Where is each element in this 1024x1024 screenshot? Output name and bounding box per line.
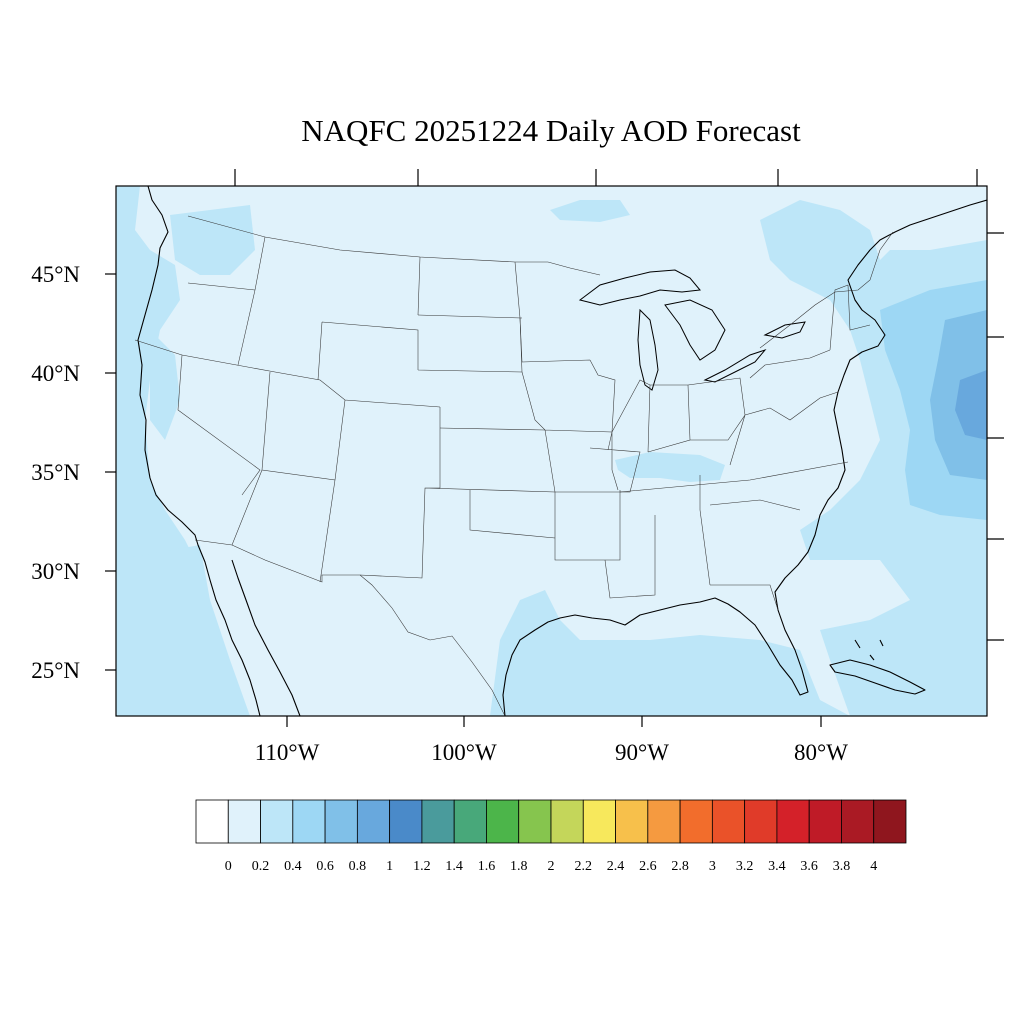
colorbar-swatch	[582, 799, 616, 844]
aod-region-canada-patch	[550, 200, 630, 222]
colorbar-label: 1.4	[445, 859, 463, 874]
colorbar-label: 2.2	[575, 859, 593, 874]
colorbar-label: 3.8	[833, 859, 851, 874]
colorbar-label: 3.4	[768, 859, 786, 874]
lake-superior	[578, 269, 701, 306]
aod-region-pacific-south	[116, 545, 250, 716]
colorbar-swatch	[518, 799, 552, 844]
coastline-baja-gulf	[231, 559, 301, 716]
coastlines	[137, 186, 987, 716]
colorbar-label: 0.8	[349, 859, 367, 874]
colorbar-swatch	[647, 799, 681, 844]
colorbar-label: 1.6	[478, 859, 496, 874]
lat-tick-label: 45°N	[31, 262, 80, 287]
colorbar-label: 0	[225, 859, 232, 874]
coastline-mexico-gulf	[502, 199, 987, 716]
state-lines-east	[604, 284, 871, 611]
colorbar-label: 3.2	[736, 859, 754, 874]
coastline-bahamas	[854, 639, 884, 661]
aod-region-pacific	[116, 186, 200, 610]
lon-tick-label: 90°W	[615, 740, 669, 765]
colorbar-swatch	[356, 799, 391, 844]
aod-region-northwest	[170, 205, 255, 275]
colorbar-swatch	[260, 799, 294, 844]
longitude-ticks: 110°W 100°W 90°W 80°W	[255, 716, 848, 765]
aod-region-california	[150, 330, 180, 440]
lat-tick-label: 30°N	[31, 559, 80, 584]
colorbar-swatch	[711, 799, 746, 844]
colorbar-label: 2	[548, 859, 555, 874]
colorbar-swatch	[227, 799, 261, 844]
colorbar-swatch	[195, 799, 229, 844]
colorbar-swatch	[841, 799, 875, 844]
colorbar: 0 0.2 0.4 0.6 0.8 1 1.2 1.4 1.6 1.8 2 2.2 2.4 2.6 2.8 3…	[195, 799, 907, 874]
aod-field	[116, 186, 987, 716]
canada-border-east	[759, 231, 894, 349]
mexico-border	[194, 539, 506, 716]
map-frame	[115, 185, 988, 717]
right-axis-ticks	[987, 232, 1004, 641]
colorbar-swatch	[615, 799, 649, 844]
aod-region-tennessee	[615, 452, 725, 482]
lon-tick-label: 80°W	[794, 740, 848, 765]
colorbar-swatch	[486, 799, 520, 844]
colorbar-swatch	[389, 799, 423, 844]
colorbar-label: 1.2	[413, 859, 431, 874]
coastline-cuba	[829, 659, 926, 695]
state-boundaries	[134, 215, 894, 716]
colorbar-swatch	[421, 799, 455, 844]
lon-tick-label: 110°W	[255, 740, 320, 765]
colorbar-swatch	[744, 799, 778, 844]
lon-tick-label: 100°W	[431, 740, 497, 765]
colorbar-label: 2.6	[639, 859, 657, 874]
colorbar-label: 2.4	[607, 859, 625, 874]
latitude-ticks: 45°N 40°N 35°N 30°N 25°N	[31, 262, 116, 683]
lake-michigan	[637, 308, 659, 391]
colorbar-label: 3.6	[800, 859, 818, 874]
top-axis-ticks	[234, 169, 978, 186]
great-lakes	[578, 269, 806, 391]
colorbar-swatch	[679, 799, 713, 844]
colorbar-label: 0.6	[316, 859, 334, 874]
canada-border	[187, 215, 601, 276]
colorbar-label: 4	[870, 859, 877, 874]
colorbar-swatch	[453, 799, 487, 844]
colorbar-swatch	[292, 799, 326, 844]
colorbar-label: 2.8	[671, 859, 689, 874]
lake-huron	[664, 299, 726, 361]
lat-tick-label: 40°N	[31, 361, 80, 386]
map-title: NAQFC 20251224 Daily AOD Forecast	[301, 113, 801, 148]
colorbar-swatch	[550, 799, 584, 844]
colorbar-label: 1	[386, 859, 393, 874]
colorbar-label: 1.8	[510, 859, 528, 874]
lat-tick-label: 35°N	[31, 460, 80, 485]
colorbar-label: 3	[709, 859, 716, 874]
state-lines-central	[417, 256, 641, 561]
colorbar-label: 0.4	[284, 859, 302, 874]
lake-ontario	[763, 321, 806, 339]
aod-region-gulf	[490, 590, 850, 716]
colorbar-label: 0.2	[252, 859, 270, 874]
colorbar-swatch	[873, 799, 907, 844]
colorbar-swatch	[808, 799, 842, 844]
colorbar-swatch	[324, 799, 358, 844]
colorbar-swatch	[776, 799, 810, 844]
lake-erie	[703, 348, 767, 383]
map-panel	[116, 186, 987, 716]
lat-tick-label: 25°N	[31, 658, 80, 683]
coastline-west	[137, 186, 261, 716]
aod-region-atlantic-peak	[955, 370, 987, 440]
